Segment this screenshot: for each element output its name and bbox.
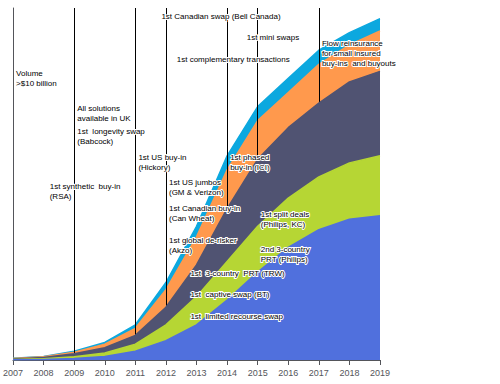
svg-text:(Can Wheat): (Can Wheat) bbox=[169, 214, 215, 223]
svg-text:1st synthetic buy-in: 1st synthetic buy-in bbox=[50, 182, 121, 191]
svg-text:2017: 2017 bbox=[309, 368, 329, 378]
svg-text:(Akzo): (Akzo) bbox=[169, 246, 192, 255]
svg-text:1st 3-country PRT (TRW): 1st 3-country PRT (TRW) bbox=[190, 269, 285, 278]
svg-text:1st global de-risker: 1st global de-risker bbox=[169, 236, 237, 245]
svg-text:2nd 3-country: 2nd 3-country bbox=[261, 245, 310, 254]
svg-text:All solutions: All solutions bbox=[77, 104, 120, 113]
svg-text:>$10 billion: >$10 billion bbox=[16, 79, 57, 88]
svg-text:1st Canadian swap (Bell Canada: 1st Canadian swap (Bell Canada) bbox=[161, 12, 281, 21]
svg-text:1st US buy-in: 1st US buy-in bbox=[138, 153, 186, 162]
svg-text:2007: 2007 bbox=[3, 368, 23, 378]
svg-text:1st captive swap (BT): 1st captive swap (BT) bbox=[190, 290, 269, 299]
svg-text:buy-ins and buyouts: buy-ins and buyouts bbox=[322, 59, 396, 68]
svg-text:1st longevity swap: 1st longevity swap bbox=[77, 127, 145, 136]
svg-text:2014: 2014 bbox=[217, 368, 237, 378]
svg-text:buy-in (ICI): buy-in (ICI) bbox=[230, 163, 270, 172]
svg-text:1st complementary transactions: 1st complementary transactions bbox=[177, 55, 290, 64]
svg-text:PRT (Philips): PRT (Philips) bbox=[261, 255, 308, 264]
svg-text:(Hickory): (Hickory) bbox=[138, 163, 170, 172]
svg-text:2012: 2012 bbox=[156, 368, 176, 378]
svg-text:(Babcock): (Babcock) bbox=[77, 137, 113, 146]
svg-text:2019: 2019 bbox=[370, 368, 390, 378]
svg-text:for small insured: for small insured bbox=[322, 49, 381, 58]
svg-text:2011: 2011 bbox=[126, 368, 145, 378]
svg-text:1st phased: 1st phased bbox=[230, 153, 269, 162]
svg-text:2008: 2008 bbox=[34, 368, 54, 378]
svg-text:2015: 2015 bbox=[248, 368, 268, 378]
svg-text:2013: 2013 bbox=[186, 368, 206, 378]
svg-text:1st limited recourse swap: 1st limited recourse swap bbox=[190, 312, 283, 321]
svg-text:Flow reinsurance: Flow reinsurance bbox=[322, 39, 383, 48]
svg-text:2009: 2009 bbox=[64, 368, 84, 378]
svg-text:2010: 2010 bbox=[95, 368, 115, 378]
svg-text:2016: 2016 bbox=[278, 368, 298, 378]
svg-text:(Philips, KC): (Philips, KC) bbox=[261, 220, 306, 229]
svg-text:1st mini swaps: 1st mini swaps bbox=[247, 33, 299, 42]
svg-text:available in UK: available in UK bbox=[77, 114, 131, 123]
svg-text:2018: 2018 bbox=[339, 368, 359, 378]
svg-text:1st split deals: 1st split deals bbox=[261, 210, 309, 219]
svg-text:Volume: Volume bbox=[16, 69, 43, 78]
svg-text:1st US jumbos: 1st US jumbos bbox=[169, 178, 221, 187]
svg-text:(RSA): (RSA) bbox=[50, 192, 72, 201]
svg-text:(GM & Verizon): (GM & Verizon) bbox=[169, 188, 224, 197]
svg-text:1st Canadian buy-in: 1st Canadian buy-in bbox=[169, 204, 240, 213]
